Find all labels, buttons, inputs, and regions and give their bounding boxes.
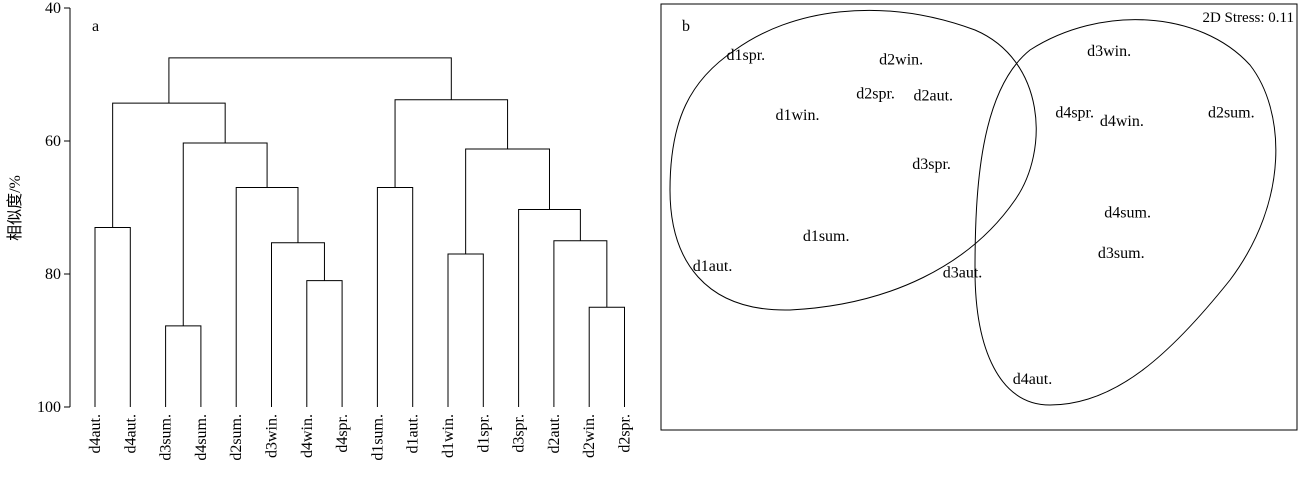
leaf-label: d2spr. bbox=[617, 414, 634, 453]
mds-point-label: d4win. bbox=[1100, 113, 1144, 130]
mds-point-label: d4spr. bbox=[1055, 105, 1094, 122]
leaf-label: d1sum. bbox=[369, 414, 386, 461]
leaf-label: d2aut. bbox=[546, 414, 563, 454]
mds-point-label: d2aut. bbox=[913, 88, 953, 105]
mds-point-label: d2spr. bbox=[856, 85, 895, 102]
dendrogram-link bbox=[112, 102, 226, 228]
dendrogram-link bbox=[168, 57, 452, 104]
leaf-label: d4aut. bbox=[122, 414, 139, 454]
mds-point-label: d1win. bbox=[775, 107, 819, 124]
leaf-label: d3win. bbox=[264, 414, 281, 458]
y-axis-label: 相似度/% bbox=[6, 175, 24, 241]
panel-label-b: b bbox=[682, 18, 690, 35]
dendrogram-link bbox=[465, 148, 550, 255]
mds-point-label: d4aut. bbox=[1013, 371, 1053, 388]
dendrogram-link bbox=[376, 187, 414, 407]
leaf-label: d2sum. bbox=[228, 414, 245, 461]
mds-point-label: d1aut. bbox=[693, 258, 733, 275]
dendrogram-link bbox=[518, 208, 581, 407]
dendrogram-tree bbox=[94, 57, 625, 407]
mds-point-label: d3sum. bbox=[1098, 245, 1145, 262]
leaf-label: d1win. bbox=[440, 414, 457, 458]
leaf-label: d1aut. bbox=[405, 414, 422, 454]
y-tick-label: 80 bbox=[45, 266, 61, 283]
leaf-label: d1spr. bbox=[475, 414, 492, 453]
mds-point-label: d1spr. bbox=[727, 47, 766, 64]
dendrogram-link bbox=[165, 325, 202, 407]
dendrogram-link bbox=[182, 142, 268, 326]
dendrogram-link bbox=[394, 99, 509, 188]
mds-point-label: d3win. bbox=[1087, 43, 1131, 60]
dendrogram-link bbox=[447, 253, 484, 407]
panel-label-a: a bbox=[92, 18, 99, 35]
mds-panel: b 2D Stress: 0.11 d1spr. d2win. d3win. d2sp… bbox=[660, 3, 1298, 431]
dendrogram-link bbox=[306, 280, 343, 407]
y-tick-label: 60 bbox=[45, 133, 61, 150]
mds-point-label: d2sum. bbox=[1208, 105, 1255, 122]
y-tick-label: 40 bbox=[45, 0, 61, 17]
dendrogram-link bbox=[553, 240, 608, 407]
mds-point-label: d1sum. bbox=[803, 228, 850, 245]
mds-point-label: d3spr. bbox=[912, 156, 951, 173]
leaf-label: d4win. bbox=[299, 414, 316, 458]
leaf-label: d4spr. bbox=[334, 414, 351, 453]
cluster-outline-left bbox=[669, 9, 1037, 311]
mds-point-labels: d1spr. d2win. d3win. d2spr. d2aut. d1win. d4sp… bbox=[693, 43, 1255, 388]
dendrogram-link bbox=[235, 187, 299, 407]
leaf-label: d4sum. bbox=[193, 414, 210, 461]
mds-frame bbox=[660, 3, 1298, 431]
mds-point-label: d2win. bbox=[879, 51, 923, 68]
mds-point-label: d3aut. bbox=[943, 264, 983, 281]
stress-label: 2D Stress: 0.11 bbox=[1202, 10, 1294, 26]
y-tick-label: 100 bbox=[37, 399, 61, 416]
dendrogram-link bbox=[271, 242, 325, 407]
leaf-labels: d4aut. d4aut. d3sum. d4sum. d2sum. d3win. d4wi… bbox=[87, 414, 634, 461]
dendrogram-panel: a 相似度/% 40 60 80 100 d4aut. d4aut. d3sum. d4su… bbox=[6, 0, 634, 461]
leaf-label: d3spr. bbox=[511, 414, 528, 453]
dendrogram-link bbox=[94, 226, 131, 407]
leaf-label: d4aut. bbox=[87, 414, 104, 454]
leaf-label: d2win. bbox=[581, 414, 598, 458]
mds-point-label: d4sum. bbox=[1104, 205, 1151, 222]
leaf-label: d3sum. bbox=[158, 414, 175, 461]
cluster-outline-right bbox=[974, 19, 1277, 406]
y-axis-ticks: 40 60 80 100 bbox=[37, 0, 70, 416]
dendrogram-link bbox=[588, 306, 625, 407]
